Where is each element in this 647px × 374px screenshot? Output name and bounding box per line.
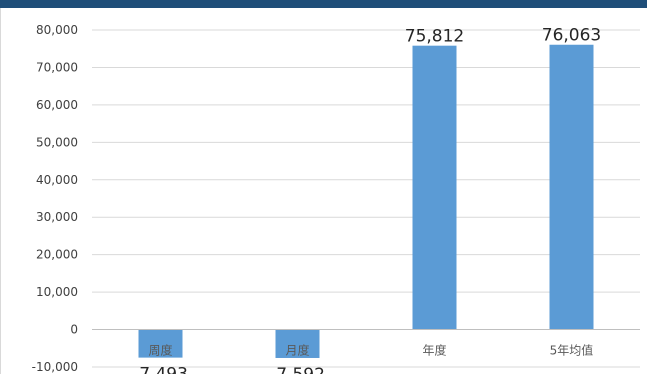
- y-tick-label: 0: [70, 323, 78, 337]
- data-label: 75,812: [405, 27, 464, 47]
- bar: [549, 44, 594, 330]
- y-tick-label: -10,000: [32, 360, 78, 374]
- y-tick-label: 80,000: [36, 23, 78, 37]
- x-tick-label: 周度: [148, 343, 172, 358]
- y-tick-label: 10,000: [36, 285, 78, 299]
- y-tick-label: 70,000: [36, 60, 78, 74]
- x-tick-label: 月度: [285, 343, 309, 358]
- bar: [275, 329, 320, 358]
- chart-area: [0, 8, 647, 374]
- y-tick-label: 30,000: [36, 210, 78, 224]
- y-tick-label: 60,000: [36, 98, 78, 112]
- data-label: 76,063: [542, 26, 601, 46]
- y-tick-label: 40,000: [36, 173, 78, 187]
- y-tick-label: 20,000: [36, 248, 78, 262]
- data-label: -7,592: [270, 365, 325, 374]
- bar: [412, 45, 457, 330]
- x-tick-label: 5年均值: [550, 343, 594, 358]
- x-tick-label: 年度: [422, 343, 446, 358]
- header-band: [0, 0, 647, 8]
- bar: [138, 329, 183, 358]
- data-label: -7,493: [133, 365, 188, 374]
- y-tick-label: 50,000: [36, 135, 78, 149]
